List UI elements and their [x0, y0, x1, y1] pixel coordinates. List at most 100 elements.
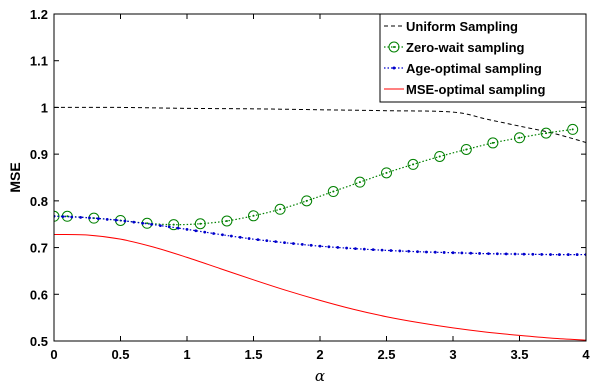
legend-label: MSE-optimal sampling — [406, 82, 545, 97]
data-point-dot — [345, 246, 348, 250]
legend-item-0: Uniform Sampling — [384, 19, 518, 34]
data-point-dot — [469, 251, 473, 255]
data-point-marker — [487, 137, 499, 149]
data-point-dot — [504, 252, 508, 256]
data-point-marker — [354, 176, 366, 188]
series-line-0 — [54, 106, 586, 143]
data-point-dot — [292, 242, 295, 245]
x-tick-label: 3.5 — [510, 347, 528, 362]
x-axis-label: α — [315, 367, 325, 384]
legend-box — [379, 13, 587, 103]
data-point-dot — [150, 223, 153, 226]
data-point-marker — [274, 203, 286, 215]
data-point-dot — [283, 241, 286, 245]
data-point-dot — [362, 247, 366, 251]
x-tick-label: 2 — [316, 347, 323, 362]
data-point-dot — [487, 252, 490, 256]
data-point-dot — [549, 253, 552, 256]
data-point-dot — [575, 253, 579, 256]
data-point-dot — [380, 248, 384, 252]
data-point-dot — [566, 253, 570, 256]
data-point-marker — [221, 215, 233, 227]
data-point-marker — [514, 132, 525, 144]
data-point-dot — [451, 251, 455, 255]
data-point-dot — [274, 240, 278, 244]
data-point-dot — [159, 224, 162, 228]
data-point-marker — [381, 167, 392, 179]
data-point-dot — [70, 215, 74, 219]
x-tick-label: 1 — [183, 347, 190, 362]
data-point-dot — [105, 217, 109, 221]
data-point-dot — [442, 251, 446, 254]
data-point-dot — [371, 248, 375, 252]
y-tick-label: 0.7 — [30, 241, 48, 256]
legend-item-1: Zero-wait sampling — [384, 40, 525, 55]
data-point-dot — [185, 227, 189, 231]
y-axis-label: MSE — [7, 162, 23, 192]
data-point-dot — [327, 245, 331, 249]
x-tick-label: 3 — [449, 347, 456, 362]
data-point-dot — [229, 234, 233, 238]
data-point-marker — [248, 210, 259, 222]
legend-label: Age-optimal sampling — [406, 61, 542, 76]
data-point-dot — [318, 244, 322, 248]
data-point-marker — [540, 127, 552, 139]
y-tick-label: 1.1 — [30, 54, 48, 69]
x-tick-label: 1.5 — [244, 347, 262, 362]
y-tick-label: 1 — [41, 100, 48, 115]
data-point-dot — [425, 250, 428, 254]
data-point-dot — [513, 252, 517, 256]
data-point-dot — [123, 219, 127, 223]
legend-item-3: MSE-optimal sampling — [384, 82, 545, 97]
data-point-dot — [247, 237, 251, 240]
data-point-dot — [194, 229, 198, 233]
legend-label: Zero-wait sampling — [406, 40, 525, 55]
data-point-dot — [336, 246, 340, 249]
data-point-dot — [212, 232, 216, 235]
data-point-dot — [238, 235, 242, 239]
data-point-dot — [309, 243, 313, 247]
data-point-dot — [540, 253, 544, 256]
data-point-marker — [434, 150, 446, 162]
data-point-dot — [495, 252, 499, 256]
data-point-dot — [354, 247, 357, 251]
data-point-dot — [88, 216, 91, 220]
data-point-marker — [407, 158, 419, 170]
data-point-dot — [79, 215, 82, 219]
data-point-dot — [203, 230, 207, 234]
y-tick-label: 0.5 — [30, 334, 48, 349]
data-point-dot — [265, 239, 269, 243]
legend-item-2: Age-optimal sampling — [384, 61, 542, 76]
data-point-dot — [558, 253, 561, 256]
data-point-marker — [460, 143, 472, 155]
data-point-dot — [167, 225, 171, 229]
x-tick-label: 0.5 — [111, 347, 129, 362]
data-point-dot — [256, 238, 260, 242]
data-point-dot — [114, 218, 118, 222]
data-point-marker — [327, 186, 339, 198]
data-point-dot — [407, 249, 411, 253]
data-point-marker — [168, 219, 180, 231]
data-point-dot — [141, 221, 145, 225]
data-point-dot — [460, 251, 464, 255]
data-point-dot — [389, 249, 393, 252]
y-tick-label: 1.2 — [30, 7, 48, 22]
data-point-dot — [416, 250, 419, 254]
data-point-marker — [301, 195, 313, 207]
data-point-dot — [300, 243, 304, 246]
data-point-marker — [567, 123, 579, 135]
series-line-1 — [54, 128, 573, 226]
y-tick-label: 0.8 — [30, 194, 48, 209]
data-point-dot — [478, 252, 481, 255]
data-point-dot — [132, 220, 136, 224]
y-tick-label: 0.6 — [30, 287, 48, 302]
data-point-dot — [398, 249, 402, 253]
x-tick-label: 4 — [582, 347, 590, 362]
x-tick-label: 2.5 — [377, 347, 395, 362]
y-tick-label: 0.9 — [30, 147, 48, 162]
data-point-dot — [531, 252, 535, 256]
data-point-dot — [61, 215, 65, 219]
x-tick-label: 0 — [50, 347, 57, 362]
legend-label: Uniform Sampling — [406, 19, 518, 34]
